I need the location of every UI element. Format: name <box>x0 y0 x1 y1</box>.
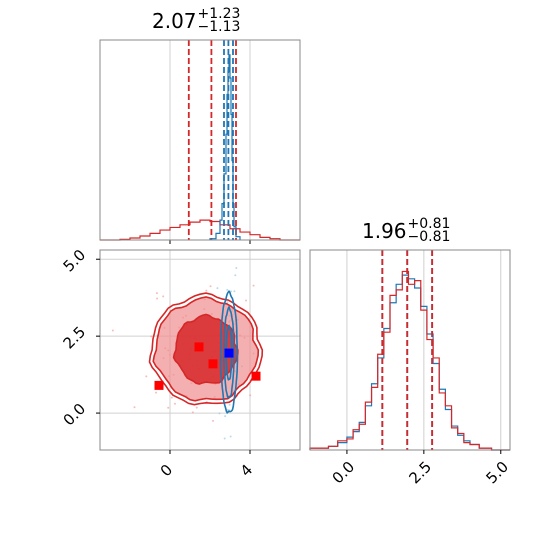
bl-sample-0-57 <box>191 411 194 414</box>
bl-frame <box>99 249 301 451</box>
bl-sample-1-36 <box>226 288 229 291</box>
bl-sample-0-41 <box>156 297 159 300</box>
marginal-title-right: 1.96 +0.81 −0.81 <box>362 216 451 245</box>
bl-sample-1-28 <box>228 403 231 406</box>
bl-sample-0-21 <box>245 299 248 302</box>
bl-sample-1-63 <box>216 287 219 290</box>
bl-sample-1-52 <box>223 437 226 440</box>
bl-sample-0-46 <box>133 406 136 409</box>
bl-sample-0-14 <box>111 329 114 332</box>
bl-sample-1-38 <box>226 408 229 411</box>
br-xtick-label-1: 2.5 <box>406 458 436 488</box>
marginal-title-left: 2.07 +1.23 −1.13 <box>152 6 241 35</box>
bl-marker-3 <box>251 371 261 381</box>
bl-sample-1-32 <box>235 266 238 269</box>
title-left-minus: −1.13 <box>197 19 241 35</box>
bl-sample-0-42 <box>205 289 208 292</box>
bl-marker-2 <box>208 359 218 369</box>
bl-xtick-label-0: 0 <box>157 461 176 480</box>
bl-sample-1-68 <box>227 464 229 466</box>
bl-ytick-label-0: 0.0 <box>60 400 90 430</box>
bl-ytick-label-1: 2.5 <box>60 323 90 353</box>
bl-marker-4 <box>224 348 234 358</box>
title-right-minus: −0.81 <box>407 229 451 245</box>
bl-sample-1-1 <box>233 290 236 293</box>
bl-sample-1-64 <box>234 274 237 277</box>
bl-sample-1-35 <box>218 412 221 415</box>
bl-sample-1-51 <box>224 415 227 418</box>
bl-sample-0-31 <box>209 285 212 288</box>
title-right-plus: +0.81 <box>407 216 451 232</box>
br-hist-series-1 <box>309 270 510 451</box>
tl-hist-series-0 <box>100 219 300 241</box>
bl-sample-0-66 <box>173 402 176 405</box>
bl-xtick-label-1: 4 <box>237 461 256 480</box>
br-xtick-label-0: 0.0 <box>329 458 359 488</box>
bl-sample-1-59 <box>226 301 229 304</box>
title-left-value: 2.07 <box>152 9 197 33</box>
bl-blue-contour-2sigma <box>219 290 239 414</box>
bl-marker-1 <box>194 342 204 352</box>
bl-blue-contour-1sigma <box>223 305 235 399</box>
bl-sample-0-15 <box>167 406 170 409</box>
bl-ytick-label-2: 5.0 <box>60 246 90 276</box>
bl-sample-0-9 <box>252 284 255 287</box>
tl-frame <box>99 39 301 241</box>
bl-sample-0-33 <box>155 292 158 295</box>
bl-sample-0-40 <box>195 406 198 409</box>
br-xtick-label-2: 5.0 <box>482 458 512 488</box>
bl-panel <box>100 250 300 466</box>
bl-sample-0-43 <box>150 335 153 338</box>
br-frame <box>309 249 511 451</box>
bl-sample-0-16 <box>155 391 158 394</box>
bl-sample-0-68 <box>145 375 148 378</box>
bl-sample-1-37 <box>230 290 233 293</box>
title-right-value: 1.96 <box>362 219 407 243</box>
bl-sample-0-36 <box>162 295 165 298</box>
bl-sample-0-60 <box>249 394 252 397</box>
title-left-plus: +1.23 <box>197 6 241 22</box>
bl-sample-0-50 <box>170 396 173 399</box>
bl-sample-1-7 <box>229 435 232 438</box>
bl-marker-0 <box>154 380 164 390</box>
br-hist-series-0 <box>309 274 510 451</box>
bl-sample-0-44 <box>212 419 215 422</box>
